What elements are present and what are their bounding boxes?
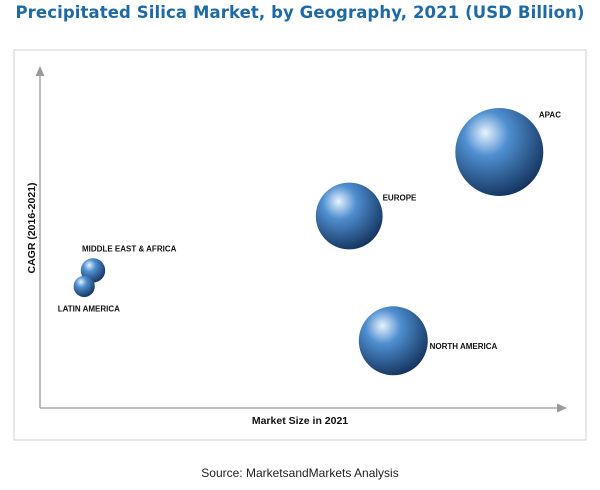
bubble-north-america: [358, 306, 428, 376]
bubble-latin-america: [73, 275, 95, 297]
x-axis-label: Market Size in 2021: [252, 415, 348, 427]
x-axis-arrow: [557, 403, 567, 413]
bubble-label-latin-america: LATIN AMERICA: [58, 305, 120, 314]
plot-frame: [13, 49, 587, 441]
y-axis-label: CAGR (2016-2021): [26, 182, 38, 273]
bubble-label-europe: EUROPE: [383, 194, 417, 203]
bubble-label-layer: APAC EUROPE NORTH AMERICA MIDDLE EAST & AFR…: [58, 111, 561, 351]
y-axis-arrow: [35, 66, 45, 76]
bubble-europe: [315, 182, 383, 250]
bubble-label-north-america: NORTH AMERICA: [430, 342, 498, 351]
source-note: Source: MarketsandMarkets Analysis: [201, 466, 399, 480]
chart-title: Precipitated Silica Market, by Geography…: [15, 3, 585, 22]
bubble-layer: [73, 108, 544, 376]
bubble-label-apac: APAC: [539, 111, 561, 120]
bubble-apac: [455, 108, 544, 196]
bubble-label-middle-east-and-africa: MIDDLE EAST & AFRICA: [82, 244, 177, 253]
